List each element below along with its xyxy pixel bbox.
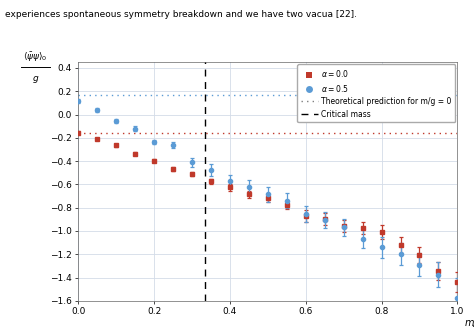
Legend: $\alpha = 0.0$, $\alpha = 0.5$, Theoretical prediction for m/g = 0, Critical mas: $\alpha = 0.0$, $\alpha = 0.5$, Theoreti…: [297, 64, 455, 122]
Text: experiences spontaneous symmetry breakdown and we have two vacua [22].: experiences spontaneous symmetry breakdo…: [5, 10, 357, 19]
Text: $\langle\bar{\psi}\psi\rangle_0$: $\langle\bar{\psi}\psi\rangle_0$: [23, 50, 48, 63]
Text: $g$: $g$: [32, 75, 39, 85]
Text: m/g: m/g: [465, 318, 474, 327]
